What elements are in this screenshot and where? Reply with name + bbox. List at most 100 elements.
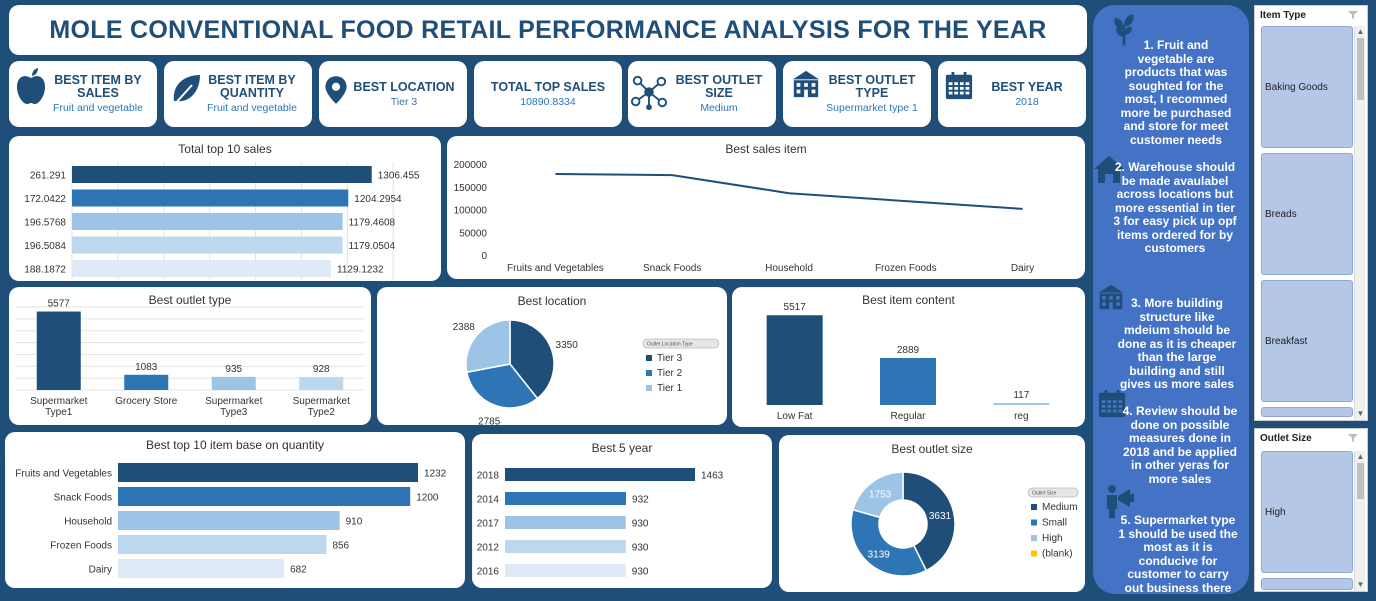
kpi-best-item-quantity: BEST ITEM BY QUANTITY Fruit and vegetabl… [164,61,312,127]
kpi-label: BEST LOCATION [353,79,455,94]
kpi-label: TOTAL TOP SALES [490,79,606,94]
slicer-item-label: Breakfast [1265,335,1308,347]
bar [72,260,332,277]
kpi-best-item-sales: BEST ITEM BY SALES Fruit and vegetable [9,61,157,127]
slicer-item[interactable]: Baking Goods [1261,26,1353,148]
legend-title: Outlet Location Type [647,342,693,348]
recommendation-text: 1. Fruit and vegetable are products that… [1120,38,1232,147]
x-tick-label: Type1 [45,407,73,418]
recommendations-panel: 1. Fruit and vegetable are products that… [1093,5,1249,594]
y-tick-label: 200000 [454,160,488,171]
slicer-item[interactable]: High [1261,451,1353,573]
building-icon [1098,284,1124,310]
bestlocation-svg: 3350 2785 2388 Outlet Location Type Tier 3 Ti… [453,319,720,425]
pie-slice [465,319,511,374]
kpi-label: BEST OUTLET SIZE [675,73,763,100]
slicer-item[interactable] [1261,407,1353,417]
title-card: MOLE CONVENTIONAL FOOD RETAIL PERFORMANC… [9,5,1087,55]
data-label: 1232 [424,469,447,480]
scroll-thumb[interactable] [1357,38,1364,100]
data-label: 2785 [478,416,501,425]
chart-best-location: Best location 3350 2785 2388 Outlet Locatio… [377,287,727,425]
slicer-scrollbar[interactable]: ▲ ▼ [1354,451,1365,591]
legend-title: Outlet Size [1032,491,1057,497]
kpi-total-top-sales: TOTAL TOP SALES 10890.8334 [474,61,622,127]
scroll-thumb[interactable] [1357,463,1364,499]
slicer-item[interactable] [1261,578,1353,590]
x-tick-label: Dairy [1011,263,1034,274]
chart-title: Total top 10 sales [178,142,272,156]
chart-best-item-content: Best item content 5517 Low Fat 2889 Regular… [732,287,1085,427]
category-label: Frozen Foods [50,541,112,552]
filter-clear-icon[interactable] [1348,434,1358,442]
data-label: 932 [632,495,649,506]
plant-icon [1114,14,1134,46]
chart-title: Best outlet type [148,293,232,307]
kpi-best-outlet-size: BEST OUTLET SIZE Medium [628,61,776,127]
legend-swatch [1031,550,1037,557]
data-label: 117 [1013,390,1029,401]
slicer-item[interactable]: Breads [1261,153,1353,275]
megaphone-person-icon [1107,485,1134,518]
data-label: 930 [632,543,649,554]
kpi-best-location: BEST LOCATION Tier 3 [319,61,467,127]
x-tick-label: Low Fat [777,411,813,422]
data-label: 930 [632,567,649,578]
chart-best-outlet-size: Best outlet size 3631 3139 1753 Outlet Size… [779,435,1085,592]
category-label: Household [64,517,112,528]
bar [72,166,372,183]
slicer-scrollbar[interactable]: ▲ ▼ [1354,26,1365,420]
x-tick-label: reg [1014,411,1028,422]
scroll-up-icon[interactable]: ▲ [1356,27,1365,36]
legend-swatch [1031,504,1037,510]
legend-filter-button [1027,487,1079,498]
pie-slice [465,363,539,409]
bar [505,516,626,529]
data-label: 1463 [701,471,724,482]
x-tick-label: Supermarket [293,396,350,407]
data-label: 2889 [897,345,920,356]
pie-slice [509,319,555,400]
location-pin-icon [325,76,347,104]
x-tick-label: Supermarket [30,396,87,407]
kpi-best-year: BEST YEAR 2018 [938,61,1086,127]
category-label: 2018 [477,471,500,482]
scroll-up-icon[interactable]: ▲ [1356,452,1365,461]
category-label: 2017 [477,519,500,530]
kpi-label: BEST YEAR [991,79,1063,94]
y-tick-label: 100000 [454,206,488,217]
bar [72,236,343,254]
data-label: 1204.2954 [354,194,402,205]
slicer-item[interactable]: Breakfast [1261,280,1353,402]
bar [211,376,256,390]
top10quantity-svg: Fruits and Vegetables 1232 Snack Foods 1200… [5,459,447,579]
x-tick-label: Household [765,263,813,274]
category-label: Dairy [89,565,112,576]
kpi-value: Fruit and vegetable [53,102,143,114]
apple-icon [17,68,45,104]
data-label: 910 [346,517,363,528]
data-label: 1179.4608 [349,218,396,229]
category-label: Fruits and Vegetables [15,469,112,480]
x-tick-label: Grocery Store [115,396,178,407]
filter-clear-icon[interactable] [1348,11,1358,19]
x-tick-label: Type3 [220,407,248,418]
scroll-down-icon[interactable]: ▼ [1356,409,1365,418]
legend-label: (blank) [1042,549,1073,560]
recommendation-text: 4. Review should be done on possible mea… [1122,404,1238,486]
page-title: MOLE CONVENTIONAL FOOD RETAIL PERFORMANC… [49,15,1047,44]
bar [880,357,936,405]
pie-slice [850,508,928,577]
bar [118,559,285,578]
kpi-value: 10890.8334 [520,95,576,108]
legend-label: Tier 1 [657,383,683,394]
legend-label: Medium [1042,502,1078,513]
bar [299,376,344,390]
x-tick-label: Snack Foods [643,263,701,274]
category-label: 172.0422 [24,194,66,205]
bar [36,311,81,390]
scroll-down-icon[interactable]: ▼ [1356,580,1365,589]
bar [72,189,349,207]
bar [766,315,823,405]
bar [993,403,1050,405]
